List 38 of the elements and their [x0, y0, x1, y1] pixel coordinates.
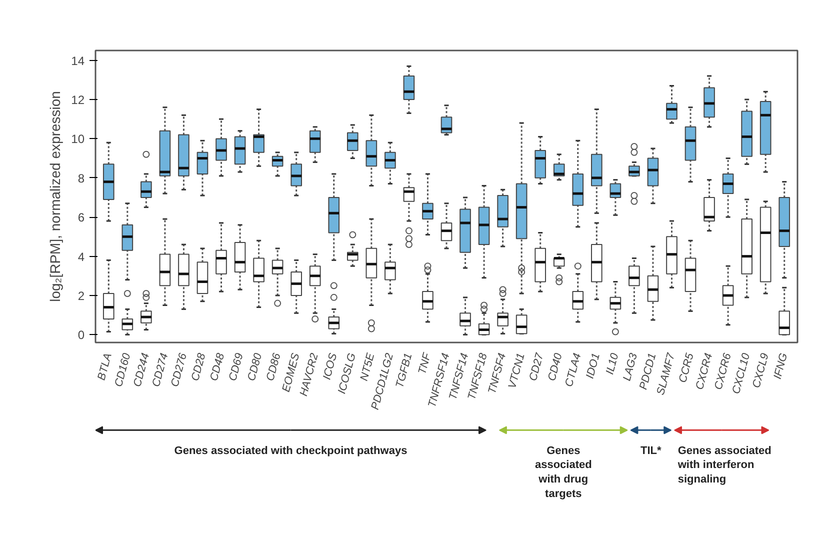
y-tick-label: 0: [78, 328, 85, 342]
x-tick-label: IDO1: [584, 352, 602, 380]
text: TIL*: [640, 444, 662, 457]
x-tick-label: CD69: [226, 352, 246, 382]
text: Genes associated with interferon signaling: [676, 444, 772, 486]
x-tick-label: CD276: [169, 351, 190, 388]
x-tick-label: CD40: [546, 351, 566, 382]
x-tick-label: VTCN1: [506, 352, 528, 390]
x-tick-label: CD27: [527, 351, 546, 382]
x-tick-label: CXCL9: [750, 352, 772, 390]
y-tick-label: 8: [78, 171, 85, 186]
y-tick-label: 14: [71, 54, 85, 68]
x-tick-label: LAG3: [621, 351, 640, 382]
x-tick-label: HAVCR2: [298, 352, 321, 398]
y-tick-label: 2: [78, 288, 85, 303]
y-axis-title: log₂[RPM], normalized expression: [47, 91, 64, 302]
text: Genes associated with checkpoint pathways: [174, 444, 408, 457]
x-tick-label: CD48: [208, 351, 228, 382]
y-tick-label: 12: [71, 92, 85, 107]
y-tick-label: 4: [78, 250, 85, 264]
x-tick-label: IFNG: [772, 352, 790, 380]
y-tick-label: 10: [71, 132, 85, 146]
x-tick-label: CD274: [150, 352, 171, 388]
x-tick-label: TGFB1: [394, 352, 415, 390]
text: Genes associated with drug targets: [534, 444, 592, 500]
x-tick-label: CD28: [189, 351, 209, 382]
x-tick-label: CXCL10: [730, 351, 753, 396]
x-tick-label: CD160: [112, 351, 134, 388]
x-tick-label: BTLA: [96, 352, 114, 382]
x-tick-label: TNF: [416, 350, 434, 376]
y-tick-label: 6: [78, 210, 85, 225]
x-tick-label: TNFSF4: [486, 352, 509, 396]
x-tick-label: CD80: [246, 351, 265, 382]
x-tick-label: CD244: [132, 352, 152, 388]
x-tick-label: CD86: [264, 351, 284, 382]
x-tick-label: SLAMF7: [654, 351, 678, 396]
x-tick-label: IL10: [604, 351, 622, 376]
x-tick-label: CTLA4: [563, 352, 584, 388]
